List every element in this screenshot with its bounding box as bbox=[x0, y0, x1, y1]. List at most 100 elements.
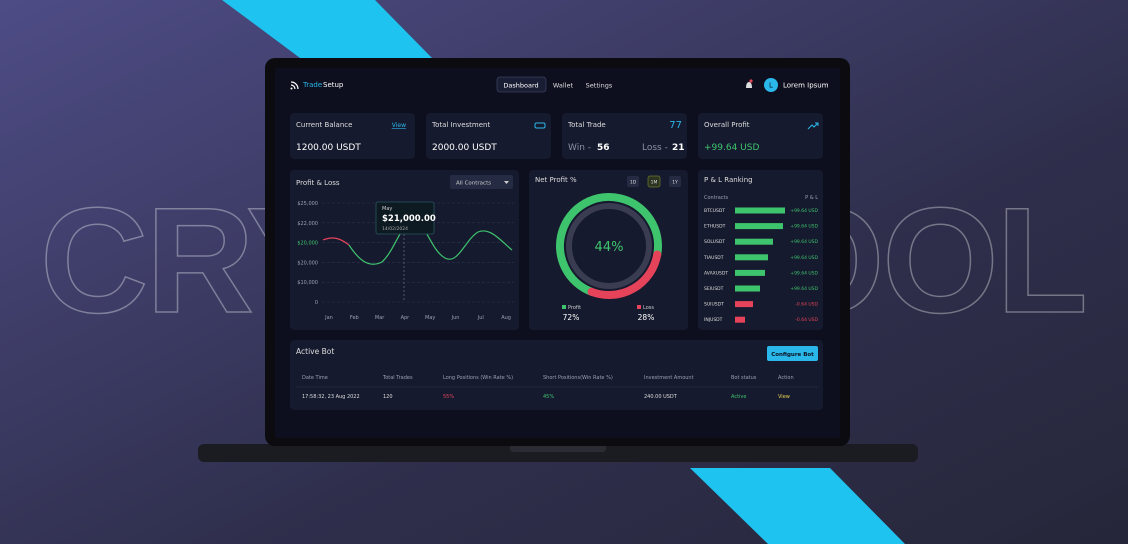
range-button[interactable] bbox=[669, 176, 681, 187]
y-label: $25,000 bbox=[297, 201, 318, 207]
rank-bar bbox=[735, 254, 768, 261]
donut-center: 44% bbox=[595, 240, 624, 255]
range-button[interactable] bbox=[627, 176, 639, 187]
legend-label: Profit bbox=[568, 305, 581, 311]
panel bbox=[529, 170, 688, 330]
panel-title: Active Bot bbox=[296, 347, 334, 356]
rank-bar bbox=[735, 238, 773, 245]
legend-swatch bbox=[562, 305, 566, 309]
contract-name: SOLUSDT bbox=[704, 239, 725, 245]
pnl-value: +99.64 USD bbox=[790, 255, 818, 261]
legend-value: 28% bbox=[638, 313, 655, 322]
tooltip bbox=[375, 201, 435, 235]
x-label: Mar bbox=[375, 315, 385, 321]
brand: Setup bbox=[323, 81, 344, 89]
panel bbox=[290, 170, 519, 330]
contract-name: TIAUSDT bbox=[703, 255, 724, 261]
nav-item[interactable]: Wallet bbox=[553, 82, 574, 90]
rank-bar bbox=[735, 316, 745, 323]
table-cell: 45% bbox=[543, 394, 554, 400]
card-count: 77 bbox=[669, 120, 682, 131]
bell-dot bbox=[749, 79, 753, 83]
pnl-value: +99.64 USD bbox=[790, 239, 818, 245]
nav: Trade Setup L Lorem Ipsum bbox=[290, 76, 829, 93]
dropdown-text: All Contracts bbox=[456, 181, 491, 187]
rank-bar bbox=[735, 207, 785, 214]
laptop-base bbox=[198, 444, 918, 462]
range-label: 1M bbox=[651, 180, 658, 186]
contract-name: BTCUSDT bbox=[704, 208, 725, 214]
x-label: May bbox=[425, 315, 435, 321]
bell[interactable] bbox=[746, 82, 752, 88]
card-link[interactable]: View bbox=[392, 122, 406, 129]
legend-swatch bbox=[637, 305, 641, 309]
brand-accent: Trade bbox=[302, 81, 322, 89]
button-label[interactable]: Configure Bot bbox=[771, 352, 814, 358]
action-link[interactable]: View bbox=[778, 394, 790, 400]
card-title: Overall Profit bbox=[704, 121, 750, 129]
panel bbox=[698, 113, 823, 159]
card-value: +99.64 USD bbox=[704, 143, 759, 153]
rank-bar bbox=[735, 301, 753, 308]
range-button[interactable] bbox=[647, 175, 661, 188]
stripe bbox=[222, 0, 432, 58]
range-label: 1D bbox=[630, 180, 637, 186]
rank-bar bbox=[735, 285, 760, 292]
pnl-value: +99.64 USD bbox=[790, 224, 818, 230]
card-title: Current Balance bbox=[296, 121, 352, 129]
icon bbox=[534, 122, 546, 129]
panel bbox=[698, 170, 823, 330]
contract-name: AVAXUSDT bbox=[704, 270, 728, 276]
win-value: 56 bbox=[597, 143, 610, 153]
panel-title: Net Profit % bbox=[535, 176, 577, 184]
contract-name: SUIUSDT bbox=[704, 302, 724, 308]
y-label: $10,000 bbox=[297, 280, 318, 286]
x-label: Aug bbox=[501, 315, 511, 321]
pnl-value: +99.64 USD bbox=[790, 270, 818, 276]
pnl-value: +99.64 USD bbox=[790, 286, 818, 292]
y-label: $20,000 bbox=[297, 241, 318, 247]
panel-title: Profit & Loss bbox=[296, 179, 340, 187]
tooltip-date: 14/02/2024 bbox=[382, 226, 408, 232]
rank-bar bbox=[735, 223, 783, 230]
nav-active[interactable] bbox=[496, 76, 547, 93]
column-header: Long Positions (Win Rate %) bbox=[443, 375, 513, 381]
table-cell: 240.00 USDT bbox=[644, 394, 678, 400]
column-header: Action bbox=[778, 375, 794, 381]
panel-title: P & L Ranking bbox=[704, 176, 753, 184]
panel bbox=[290, 340, 823, 410]
card-title: Total Investment bbox=[431, 121, 490, 129]
column-header: Short Positions(Win Rate %) bbox=[543, 375, 613, 381]
contract-name: SEIUSDT bbox=[704, 286, 724, 292]
pnl-value: -0.64 USD bbox=[795, 302, 818, 308]
tooltip-month: May bbox=[382, 206, 392, 212]
column-header: Total Trades bbox=[382, 375, 413, 381]
column-header: Contracts bbox=[704, 195, 729, 201]
win-label: Win - bbox=[568, 143, 591, 153]
range-label: 1Y bbox=[672, 180, 678, 186]
rank-bar bbox=[735, 269, 765, 276]
table-cell: Active bbox=[731, 394, 746, 400]
logo bbox=[290, 81, 299, 90]
nav-item[interactable]: Dashboard bbox=[503, 82, 538, 90]
user-name: Lorem Ipsum bbox=[783, 82, 829, 90]
card-value: 2000.00 USDT bbox=[432, 143, 497, 153]
column-header: Investment Amount bbox=[644, 375, 694, 381]
avatar[interactable] bbox=[764, 78, 778, 92]
panel bbox=[426, 113, 551, 159]
y-label: $20,000 bbox=[297, 260, 318, 266]
icon bbox=[807, 122, 819, 130]
contract-name: ETHUSDT bbox=[704, 224, 726, 230]
button[interactable] bbox=[767, 346, 818, 361]
panel bbox=[562, 113, 687, 159]
loss-label: Loss - bbox=[642, 143, 668, 153]
x-label: Jun bbox=[451, 315, 460, 321]
legend-label: Loss bbox=[643, 305, 654, 311]
trend-line-loss bbox=[322, 237, 350, 246]
contract-name: INJUSDT bbox=[704, 317, 723, 323]
dropdown[interactable] bbox=[450, 175, 513, 189]
card-value: 1200.00 USDT bbox=[296, 143, 361, 153]
column-header: Date Time bbox=[302, 375, 328, 381]
nav-item[interactable]: Settings bbox=[586, 82, 613, 90]
trend-line-profit bbox=[348, 221, 513, 265]
